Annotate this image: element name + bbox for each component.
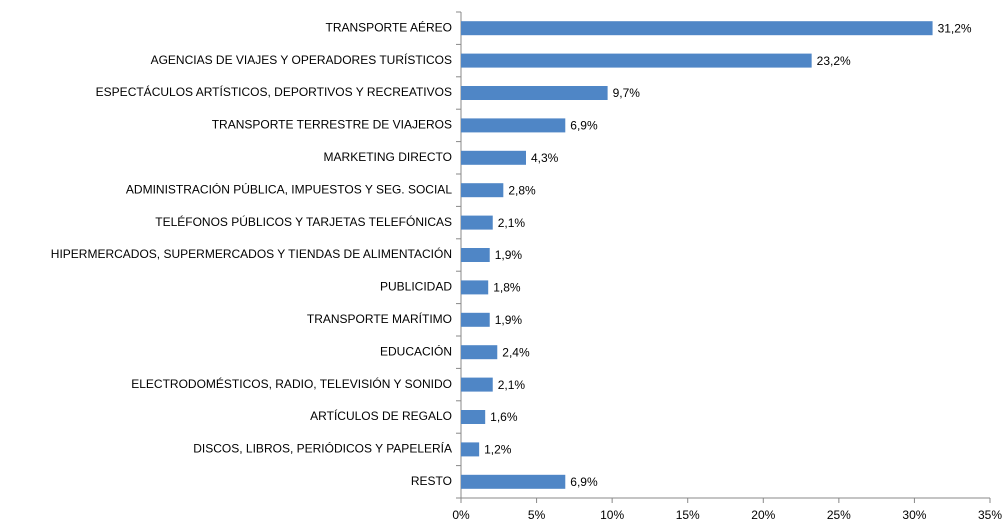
data-label: 9,7% [613,86,641,100]
bar [461,215,493,230]
bar [461,377,493,392]
y-tick-label: PUBLICIDAD [380,280,452,294]
data-label: 1,8% [493,281,521,295]
x-tick-label: 0% [452,508,470,522]
x-tick-label: 35% [978,508,1002,522]
data-label: 1,6% [490,410,518,424]
y-tick-label: HIPERMERCADOS, SUPERMERCADOS Y TIENDAS D… [51,246,452,261]
bar [461,183,504,198]
bar [461,442,480,457]
x-tick-label: 30% [902,508,926,522]
bar [461,21,933,36]
x-tick-label: 15% [676,508,700,522]
data-label: 2,8% [508,183,536,197]
y-tick-label: DISCOS, LIBROS, PERIÓDICOS Y PAPELERÍA [193,441,452,456]
x-tick-label: 25% [827,508,851,522]
bar [461,280,489,295]
data-label: 6,9% [570,119,598,133]
data-label: 1,2% [484,443,512,457]
bar [461,248,490,262]
bar [461,150,526,165]
bar [461,86,608,100]
y-tick-label: ESPECTÁCULOS ARTÍSTICOS, DEPORTIVOS Y RE… [96,84,452,99]
data-label: 23,2% [817,54,851,68]
y-tick-label: EDUCACIÓN [380,343,452,358]
bar [461,53,812,68]
y-tick-label: ELECTRODOMÉSTICOS, RADIO, TELEVISIÓN Y S… [131,376,452,391]
x-tick-label: 5% [528,508,546,522]
data-label: 31,2% [938,21,972,35]
data-label: 2,1% [498,216,526,230]
y-tick-label: AGENCIAS DE VIAJES Y OPERADORES TURÍSTIC… [151,52,452,67]
y-tick-label: TRANSPORTE MARÍTIMO [307,311,452,326]
bar [461,474,566,489]
y-tick-label: ARTÍCULOS DE REGALO [310,408,452,423]
bar [461,410,486,424]
y-tick-label: TRANSPORTE AÉREO [326,19,452,34]
data-label: 6,9% [570,475,598,489]
data-label: 2,4% [502,345,530,359]
y-tick-label: MARKETING DIRECTO [324,150,452,164]
y-tick-label: RESTO [411,474,452,488]
data-label: 4,3% [531,151,559,165]
bar [461,118,566,133]
data-label: 2,1% [498,378,526,392]
y-tick-label: TELÉFONOS PÚBLICOS Y TARJETAS TELEFÓNICA… [155,214,452,229]
data-label: 1,9% [495,313,523,327]
x-tick-label: 10% [600,508,624,522]
y-tick-label: ADMINISTRACIÓN PÚBLICA, IMPUESTOS Y SEG.… [126,181,452,196]
bar [461,345,498,360]
y-tick-label: TRANSPORTE TERRESTRE DE VIAJEROS [212,118,452,132]
x-tick-label: 20% [751,508,775,522]
bar [461,312,490,327]
data-label: 1,9% [495,248,523,262]
